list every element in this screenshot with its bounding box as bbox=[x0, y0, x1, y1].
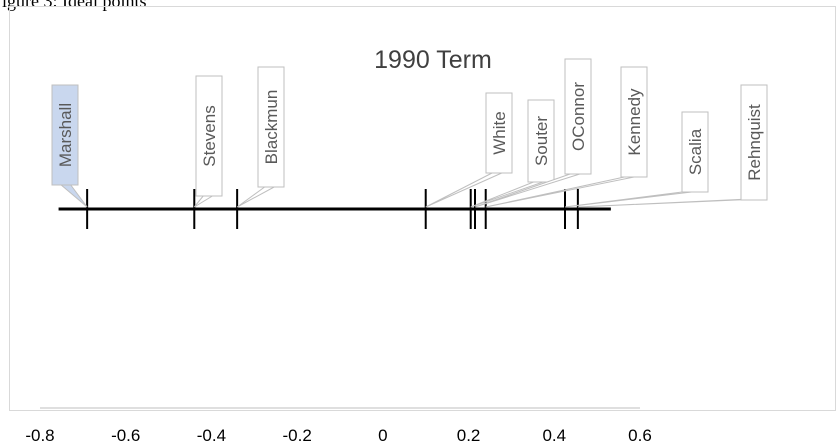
callout-box bbox=[620, 66, 648, 178]
callout-white: White bbox=[425, 92, 513, 208]
callout-box bbox=[564, 58, 592, 175]
callout-rehnquist: Rehnquist bbox=[577, 84, 768, 208]
x-tick-label: -0.6 bbox=[111, 426, 140, 444]
callout-scalia: Scalia bbox=[564, 111, 709, 208]
x-tick-label: -0.4 bbox=[197, 426, 226, 444]
plot-area-border bbox=[9, 6, 836, 411]
figure-caption-fragment: igure 3: Ideal points bbox=[2, 0, 147, 11]
callout-label: Scalia bbox=[686, 128, 705, 175]
callout-box bbox=[740, 84, 768, 201]
callout-label: Stevens bbox=[200, 105, 219, 166]
callout-pointer bbox=[193, 194, 216, 208]
callout-marshall: Marshall bbox=[51, 84, 88, 208]
callout-label: Kennedy bbox=[625, 88, 644, 156]
callout-kennedy: Kennedy bbox=[485, 66, 648, 208]
callout-stevens: Stevens bbox=[193, 75, 223, 208]
callout-pointer bbox=[577, 198, 760, 208]
callout-box bbox=[485, 92, 513, 174]
callout-box bbox=[195, 75, 223, 197]
ideal-point-markers bbox=[86, 189, 579, 229]
callout-pointer bbox=[236, 185, 277, 208]
callout-box bbox=[257, 66, 285, 188]
callout-box bbox=[51, 84, 79, 186]
x-tick-label: 0.4 bbox=[542, 426, 566, 444]
callout-label: Rehnquist bbox=[745, 104, 764, 181]
callout-pointer bbox=[58, 183, 88, 208]
callout-label: White bbox=[490, 111, 509, 154]
justice-callouts: Marshall Stevens Blackmun White Souter OConno… bbox=[51, 58, 768, 208]
callout-pointer bbox=[470, 180, 547, 208]
callout-label: Blackmun bbox=[262, 90, 281, 165]
x-tick-label: 0.2 bbox=[457, 426, 481, 444]
callout-label: OConnor bbox=[569, 82, 588, 151]
callout-label: Marshall bbox=[56, 103, 75, 167]
callout-oconnor: OConnor bbox=[474, 58, 592, 208]
x-tick-label: -0.8 bbox=[25, 426, 54, 444]
callout-label: Souter bbox=[532, 116, 551, 166]
callout-box bbox=[527, 99, 555, 183]
callout-box bbox=[681, 111, 709, 193]
x-tick-label: 0.6 bbox=[628, 426, 652, 444]
x-tick-label: -0.2 bbox=[282, 426, 311, 444]
x-tick-label: 0 bbox=[378, 426, 387, 444]
callout-souter: Souter bbox=[470, 99, 555, 208]
chart-title: 1990 Term bbox=[374, 46, 492, 74]
callout-blackmun: Blackmun bbox=[236, 66, 285, 208]
x-axis-tick-labels: -0.8 -0.6 -0.4 -0.2 0 0.2 0.4 0.6 bbox=[25, 426, 651, 444]
